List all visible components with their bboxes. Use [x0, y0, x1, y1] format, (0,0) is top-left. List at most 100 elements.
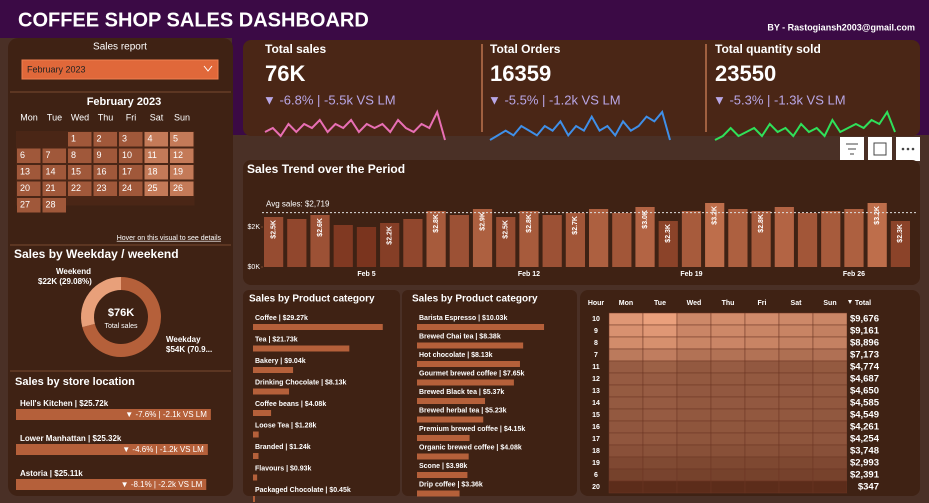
value-label: $3.2K	[712, 206, 719, 225]
calendar-day[interactable]	[17, 148, 41, 164]
category-bar	[417, 435, 470, 441]
legend-value: $54K (70.9...	[166, 345, 212, 354]
hour-label: 12	[592, 376, 600, 383]
value-label: $3.2K	[874, 206, 881, 225]
total-cell	[847, 445, 881, 457]
heat-cell	[608, 432, 644, 446]
calendar-day[interactable]	[42, 165, 67, 180]
trend-bar	[356, 227, 377, 267]
panel-title: Sales by Product category	[249, 294, 375, 305]
heat-cell	[778, 432, 814, 446]
sparkline	[714, 109, 896, 141]
calendar-day[interactable]	[144, 181, 169, 197]
trend-bar	[542, 215, 562, 267]
weekday-label: Mon	[20, 112, 38, 122]
author: BY - Rastogiansh2003@gmail.com	[767, 22, 915, 32]
calendar-day[interactable]	[42, 198, 67, 213]
value-label: $2.8K	[433, 214, 440, 233]
total-cell	[847, 325, 881, 337]
calendar-day[interactable]	[119, 165, 143, 180]
category-panel	[243, 290, 400, 496]
heat-cell	[710, 312, 746, 326]
calendar-day[interactable]	[93, 148, 118, 164]
heat-cell	[676, 360, 712, 374]
donut-segment	[81, 277, 121, 328]
total-cell	[847, 469, 881, 481]
day-number: 13	[20, 167, 30, 177]
heat-cell	[710, 444, 746, 458]
panel-title: Sales Trend over the Period	[247, 162, 405, 176]
day-number: 4	[148, 134, 153, 144]
heat-cell	[744, 444, 780, 458]
column-header: Tue	[654, 300, 666, 307]
calendar-day[interactable]	[68, 181, 92, 197]
category-label: Organic brewed coffee | $4.08k	[419, 444, 522, 451]
calendar-day[interactable]	[170, 181, 194, 197]
calendar-day[interactable]	[170, 132, 194, 147]
heat-cell	[812, 432, 848, 446]
heat-cell	[608, 444, 644, 458]
heat-cell	[608, 372, 644, 386]
dropdown-text: February 2023	[27, 64, 86, 74]
hour-label: 15	[592, 412, 600, 419]
total-cell	[847, 361, 881, 373]
heat-cell	[642, 432, 678, 446]
value-label: $2.9K	[479, 212, 486, 231]
calendar-day[interactable]	[68, 165, 92, 180]
store-label: Hell's Kitchen | $25.72k	[20, 399, 109, 408]
calendar-day[interactable]	[68, 148, 92, 164]
heat-cell	[812, 336, 848, 350]
day-number: 25	[148, 183, 158, 193]
calendar-day[interactable]	[42, 181, 67, 197]
value-label: $2.3K	[665, 224, 672, 243]
trend-bar	[449, 215, 469, 267]
heat-cell	[676, 480, 712, 494]
calendar-day[interactable]	[93, 181, 118, 197]
heat-cell	[778, 444, 814, 458]
heat-cell	[744, 480, 780, 494]
heat-cell	[710, 468, 746, 482]
day-number: 7	[46, 150, 51, 160]
calendar-day[interactable]	[144, 132, 169, 147]
focus-icon[interactable]	[868, 137, 892, 161]
heat-cell	[676, 420, 712, 434]
product-panel	[402, 290, 577, 496]
calendar-day[interactable]	[17, 198, 41, 213]
heat-cell	[744, 360, 780, 374]
heat-cell	[812, 444, 848, 458]
heat-cell	[812, 312, 848, 326]
heat-cell	[778, 480, 814, 494]
calendar-month: February 2023	[87, 96, 162, 108]
heat-cell	[778, 360, 814, 374]
trend-bar	[635, 207, 655, 267]
calendar-day[interactable]	[68, 132, 92, 147]
trend-bar	[333, 225, 353, 267]
calendar-day[interactable]	[170, 165, 194, 180]
heat-cell	[642, 360, 678, 374]
calendar-day[interactable]	[119, 132, 143, 147]
trend-bar	[867, 203, 887, 267]
calendar-day[interactable]	[144, 165, 169, 180]
kpi-title: Total quantity sold	[715, 42, 821, 56]
calendar-day[interactable]	[17, 165, 41, 180]
calendar-day[interactable]	[170, 148, 194, 164]
kpi-change: ▼ -5.3% | -1.3k VS LM	[713, 92, 846, 107]
calendar-day[interactable]	[93, 165, 118, 180]
hour-label: 6	[594, 472, 598, 479]
calendar-day[interactable]	[119, 181, 143, 197]
calendar-day[interactable]	[17, 181, 41, 197]
calendar-day[interactable]	[42, 148, 67, 164]
month-dropdown[interactable]	[21, 59, 219, 80]
value-label: $2.3K	[897, 224, 904, 243]
row-total: $8,896	[850, 338, 879, 349]
total-cell	[847, 385, 881, 397]
dashboard-title: COFFEE SHOP SALES DASHBOARD	[18, 9, 369, 31]
heat-cell	[778, 312, 814, 326]
category-label: Hot chocolate | $8.13k	[419, 352, 493, 359]
total-cell	[847, 373, 881, 385]
heat-cell	[744, 468, 780, 482]
heat-cell	[812, 372, 848, 386]
calendar-day[interactable]	[144, 148, 169, 164]
calendar-day[interactable]	[119, 148, 143, 164]
calendar-day[interactable]	[93, 132, 118, 147]
